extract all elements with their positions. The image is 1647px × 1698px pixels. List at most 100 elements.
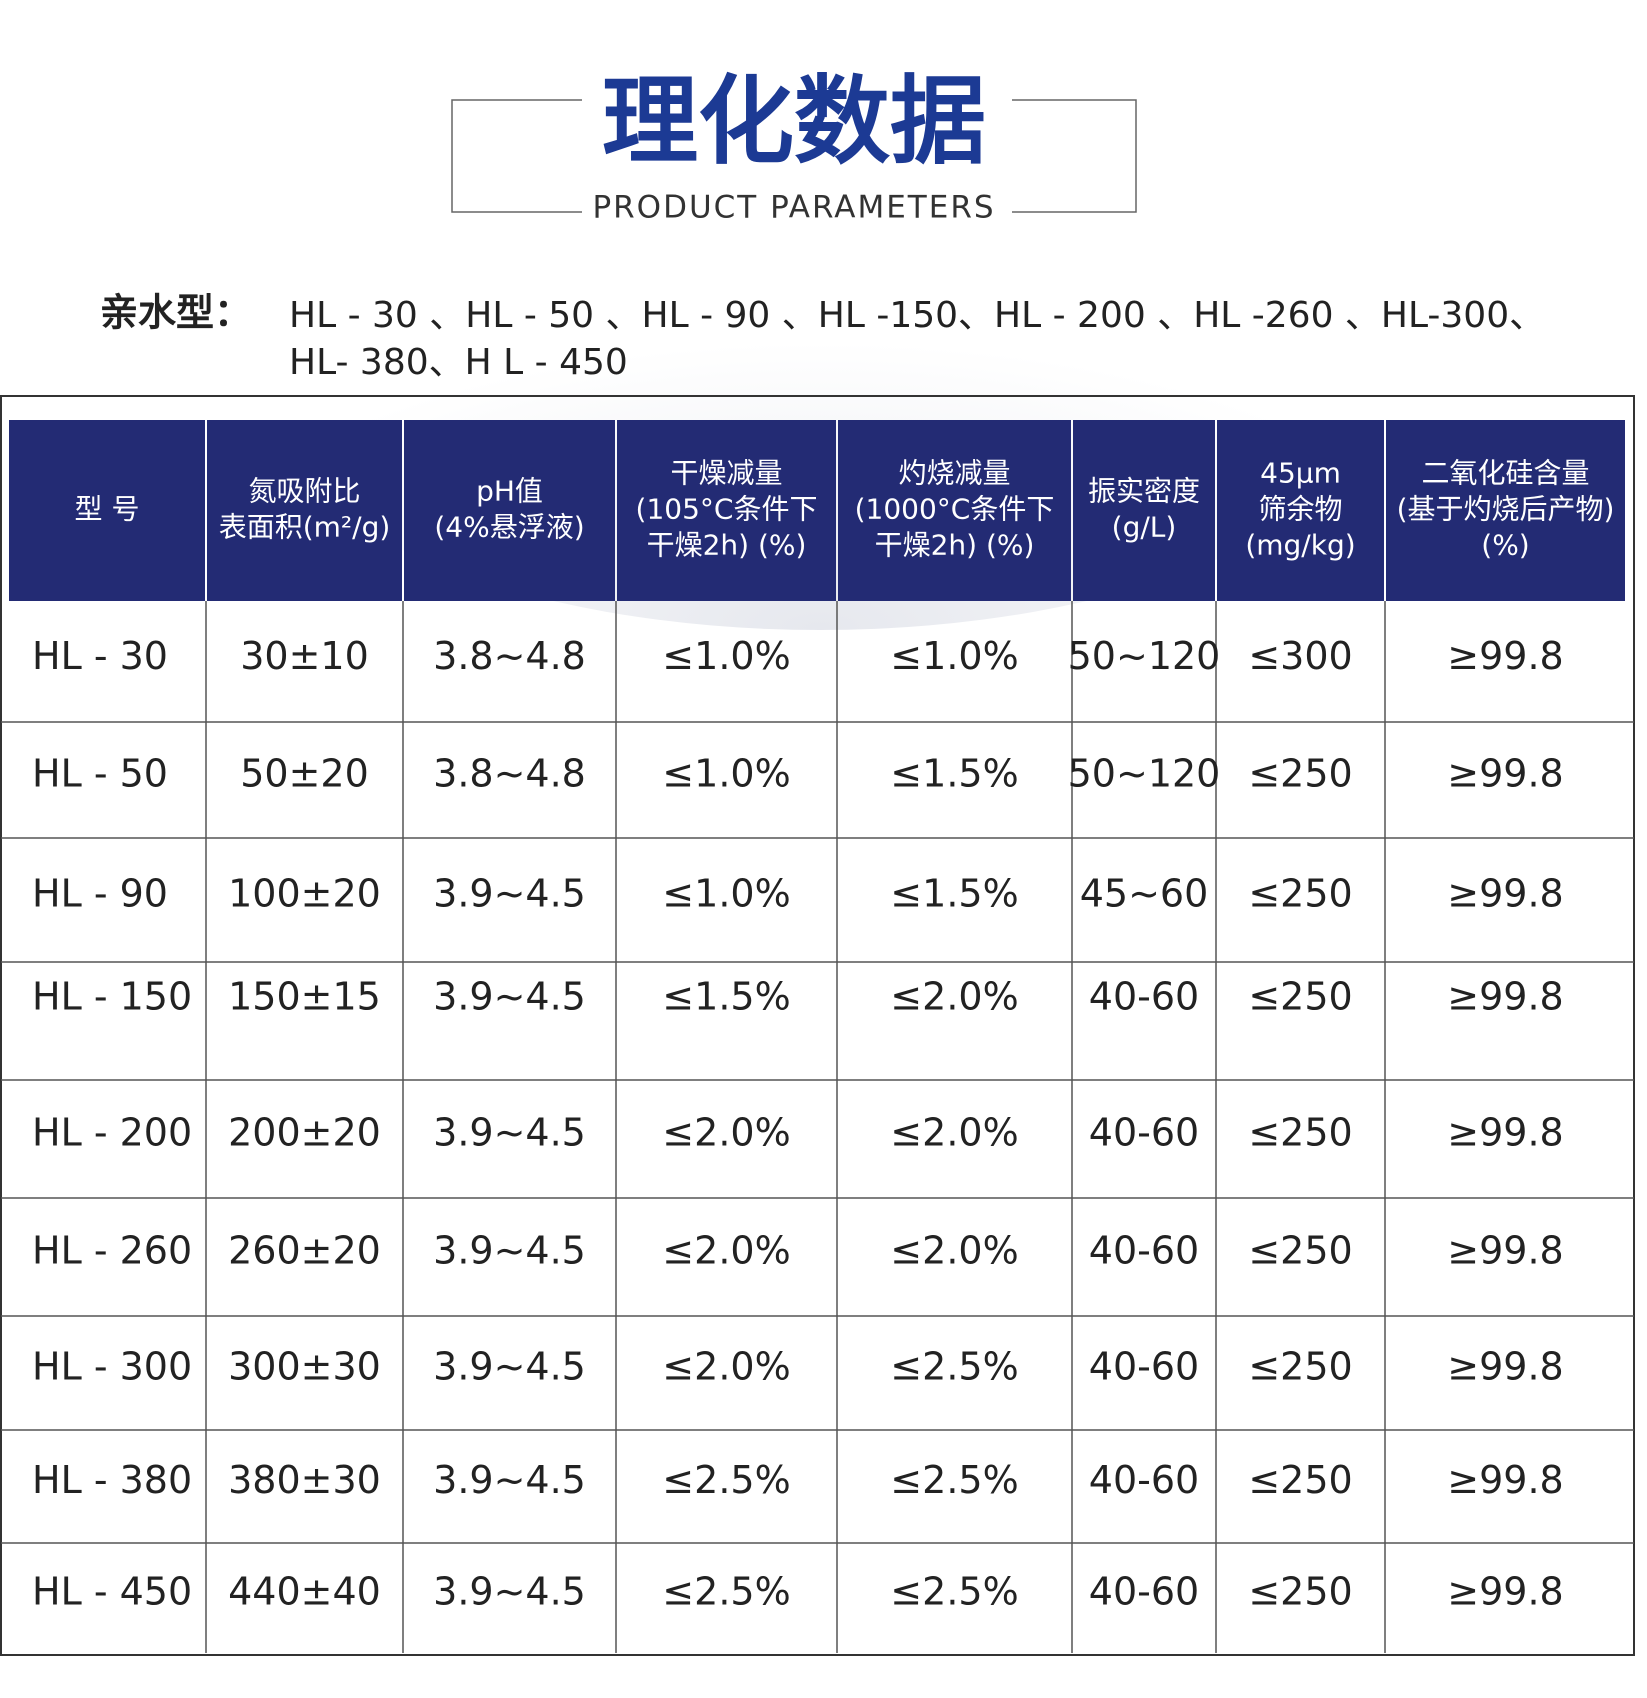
cell-text: ≤1.5% xyxy=(662,975,790,1019)
cell-text: ≤250 xyxy=(1248,752,1352,796)
cell-text: 40-60 xyxy=(1089,1345,1199,1389)
cell-text: ≥99.8 xyxy=(1447,634,1563,678)
header-text: (mg/kg) xyxy=(1245,529,1355,562)
intro-label: 亲水型： xyxy=(100,291,252,335)
cell-text: ≤1.0% xyxy=(890,634,1018,678)
header-text: (4%悬浮液) xyxy=(434,511,584,544)
intro-line: HL- 380、H L - 450 xyxy=(289,342,628,383)
cell-text: HL - 30 xyxy=(32,634,168,678)
cell-text: HL - 90 xyxy=(32,872,168,916)
cell-text: ≤2.0% xyxy=(890,1111,1018,1155)
header-text: (g/L) xyxy=(1112,511,1177,544)
cell-text: ≤2.5% xyxy=(662,1570,790,1614)
bracket-left xyxy=(451,99,582,213)
cell-text: 150±15 xyxy=(228,975,381,1019)
cell-text: 440±40 xyxy=(228,1570,381,1614)
cell-text: ≤250 xyxy=(1248,975,1352,1019)
header-text: 表面积(m²/g) xyxy=(219,511,391,544)
header-text: 干燥2h) (%) xyxy=(647,529,807,562)
cell-text: 3.9~4.5 xyxy=(433,1570,586,1614)
cell-text: ≤250 xyxy=(1248,1111,1352,1155)
cell-text: ≤2.0% xyxy=(662,1229,790,1273)
cell-text: ≥99.8 xyxy=(1447,1458,1563,1502)
cell-text: ≤1.0% xyxy=(662,872,790,916)
title: 理化数据 xyxy=(602,65,986,177)
cell-text: ≤1.0% xyxy=(662,752,790,796)
header-text: 干燥2h) (%) xyxy=(875,529,1035,562)
header-cell xyxy=(1073,420,1215,601)
cell-text: 3.9~4.5 xyxy=(433,1458,586,1502)
cell-text: HL - 50 xyxy=(32,752,168,796)
bracket-right xyxy=(1012,99,1137,213)
cell-text: HL - 150 xyxy=(32,975,192,1019)
cell-text: 3.9~4.5 xyxy=(433,1345,586,1389)
cell-text: 3.8~4.8 xyxy=(433,752,586,796)
cell-text: 3.9~4.5 xyxy=(433,975,586,1019)
cell-text: ≤250 xyxy=(1248,1229,1352,1273)
header-text: (%) xyxy=(1481,529,1529,562)
header-cell xyxy=(838,420,1071,601)
cell-text: 260±20 xyxy=(228,1229,381,1273)
header-text: pH值 xyxy=(476,475,543,508)
cell-text: ≤1.5% xyxy=(890,752,1018,796)
cell-text: 30±10 xyxy=(240,634,369,678)
cell-text: 40-60 xyxy=(1089,1229,1199,1273)
cell-text: ≤2.5% xyxy=(890,1458,1018,1502)
cell-text: 100±20 xyxy=(228,872,381,916)
header-text: 干燥减量 xyxy=(670,457,782,490)
cell-text: ≥99.8 xyxy=(1447,752,1563,796)
cell-text: 40-60 xyxy=(1089,1111,1199,1155)
cell-text: 50~120 xyxy=(1068,634,1221,678)
cell-text: ≤250 xyxy=(1248,1570,1352,1614)
header-cell xyxy=(9,420,205,601)
cell-text: ≥99.8 xyxy=(1447,1345,1563,1389)
cell-text: 40-60 xyxy=(1089,975,1199,1019)
cell-text: ≤2.0% xyxy=(662,1345,790,1389)
cell-text: 3.9~4.5 xyxy=(433,872,586,916)
cell-text: 200±20 xyxy=(228,1111,381,1155)
cell-text: 50±20 xyxy=(240,752,369,796)
cell-text: 3.9~4.5 xyxy=(433,1111,586,1155)
cell-text: 40-60 xyxy=(1089,1570,1199,1614)
cell-text: 380±30 xyxy=(228,1458,381,1502)
cell-text: HL - 300 xyxy=(32,1345,192,1389)
header-cell xyxy=(207,420,402,601)
cell-text: HL - 260 xyxy=(32,1229,192,1273)
cell-text: ≤250 xyxy=(1248,1458,1352,1502)
cell-text: ≤2.5% xyxy=(662,1458,790,1502)
header-text: 振实密度 xyxy=(1088,475,1200,508)
table-border xyxy=(0,395,1635,1656)
cell-text: HL - 200 xyxy=(32,1111,192,1155)
header-text: 灼烧减量 xyxy=(898,457,1010,490)
cell-text: ≥99.8 xyxy=(1447,1229,1563,1273)
subtitle: PRODUCT PARAMETERS xyxy=(592,190,995,226)
cell-text: 3.8~4.8 xyxy=(433,634,586,678)
header-cell xyxy=(1217,420,1384,601)
cell-text: ≥99.8 xyxy=(1447,1111,1563,1155)
cell-text: 50~120 xyxy=(1068,752,1221,796)
header-cell xyxy=(617,420,836,601)
cell-text: ≤2.0% xyxy=(890,975,1018,1019)
cell-text: ≤1.0% xyxy=(662,634,790,678)
cell-text: HL - 380 xyxy=(32,1458,192,1502)
cell-text: ≤2.5% xyxy=(890,1570,1018,1614)
header-cell xyxy=(1386,420,1625,601)
cell-text: 45~60 xyxy=(1080,872,1209,916)
cell-text: ≤300 xyxy=(1248,634,1352,678)
cell-text: HL - 450 xyxy=(32,1570,192,1614)
cell-text: ≤1.5% xyxy=(890,872,1018,916)
header-text: (基于灼烧后产物) xyxy=(1397,493,1615,526)
header-text: (1000°C条件下 xyxy=(855,493,1055,526)
header-text: 二氧化硅含量 xyxy=(1421,457,1589,490)
cell-text: ≥99.8 xyxy=(1447,1570,1563,1614)
header-text: 45μm xyxy=(1260,457,1341,490)
cell-text: 3.9~4.5 xyxy=(433,1229,586,1273)
cell-text: ≤2.0% xyxy=(662,1111,790,1155)
cell-text: ≤2.0% xyxy=(890,1229,1018,1273)
cell-text: 40-60 xyxy=(1089,1458,1199,1502)
cell-text: ≤250 xyxy=(1248,872,1352,916)
header-text: (105°C条件下 xyxy=(636,493,818,526)
header-text: 型 号 xyxy=(75,493,140,526)
